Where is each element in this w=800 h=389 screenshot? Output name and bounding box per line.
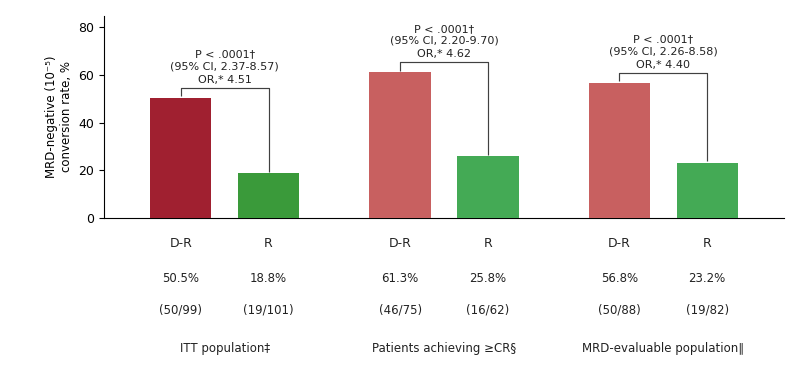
Text: (46/75): (46/75): [378, 303, 422, 316]
Text: R: R: [264, 237, 273, 250]
Bar: [150, 98, 211, 218]
Text: OR,* 4.62: OR,* 4.62: [417, 49, 471, 59]
Y-axis label: MRD-negative (10⁻⁵)
conversion rate, %: MRD-negative (10⁻⁵) conversion rate, %: [45, 56, 73, 178]
Text: 18.8%: 18.8%: [250, 272, 287, 285]
Text: OR,* 4.40: OR,* 4.40: [636, 60, 690, 70]
Text: OR,* 4.51: OR,* 4.51: [198, 75, 251, 84]
Text: 25.8%: 25.8%: [470, 272, 506, 285]
Bar: [370, 72, 431, 218]
Text: P < .0001†: P < .0001†: [194, 49, 254, 60]
Text: D-R: D-R: [389, 237, 411, 250]
Text: D-R: D-R: [170, 237, 192, 250]
Bar: [457, 156, 518, 218]
Text: ITT population‡: ITT population‡: [179, 342, 270, 355]
Bar: [677, 163, 738, 218]
Text: (50/88): (50/88): [598, 303, 641, 316]
Text: P < .0001†: P < .0001†: [414, 24, 474, 34]
Text: (19/101): (19/101): [243, 303, 294, 316]
Text: 23.2%: 23.2%: [689, 272, 726, 285]
Text: 50.5%: 50.5%: [162, 272, 199, 285]
Text: 56.8%: 56.8%: [601, 272, 638, 285]
Text: (19/82): (19/82): [686, 303, 729, 316]
Text: R: R: [483, 237, 492, 250]
Text: (50/99): (50/99): [159, 303, 202, 316]
Bar: [238, 173, 299, 218]
Text: Patients achieving ≥CR§: Patients achieving ≥CR§: [372, 342, 516, 355]
Text: D-R: D-R: [608, 237, 631, 250]
Bar: [589, 83, 650, 218]
Text: (95% CI, 2.37-8.57): (95% CI, 2.37-8.57): [170, 61, 279, 72]
Text: (16/62): (16/62): [466, 303, 510, 316]
Text: MRD-evaluable population∥: MRD-evaluable population∥: [582, 342, 745, 355]
Text: R: R: [703, 237, 712, 250]
Text: (95% CI, 2.26-8.58): (95% CI, 2.26-8.58): [609, 47, 718, 56]
Text: (95% CI, 2.20-9.70): (95% CI, 2.20-9.70): [390, 36, 498, 46]
Text: 61.3%: 61.3%: [382, 272, 418, 285]
Text: P < .0001†: P < .0001†: [634, 35, 694, 45]
